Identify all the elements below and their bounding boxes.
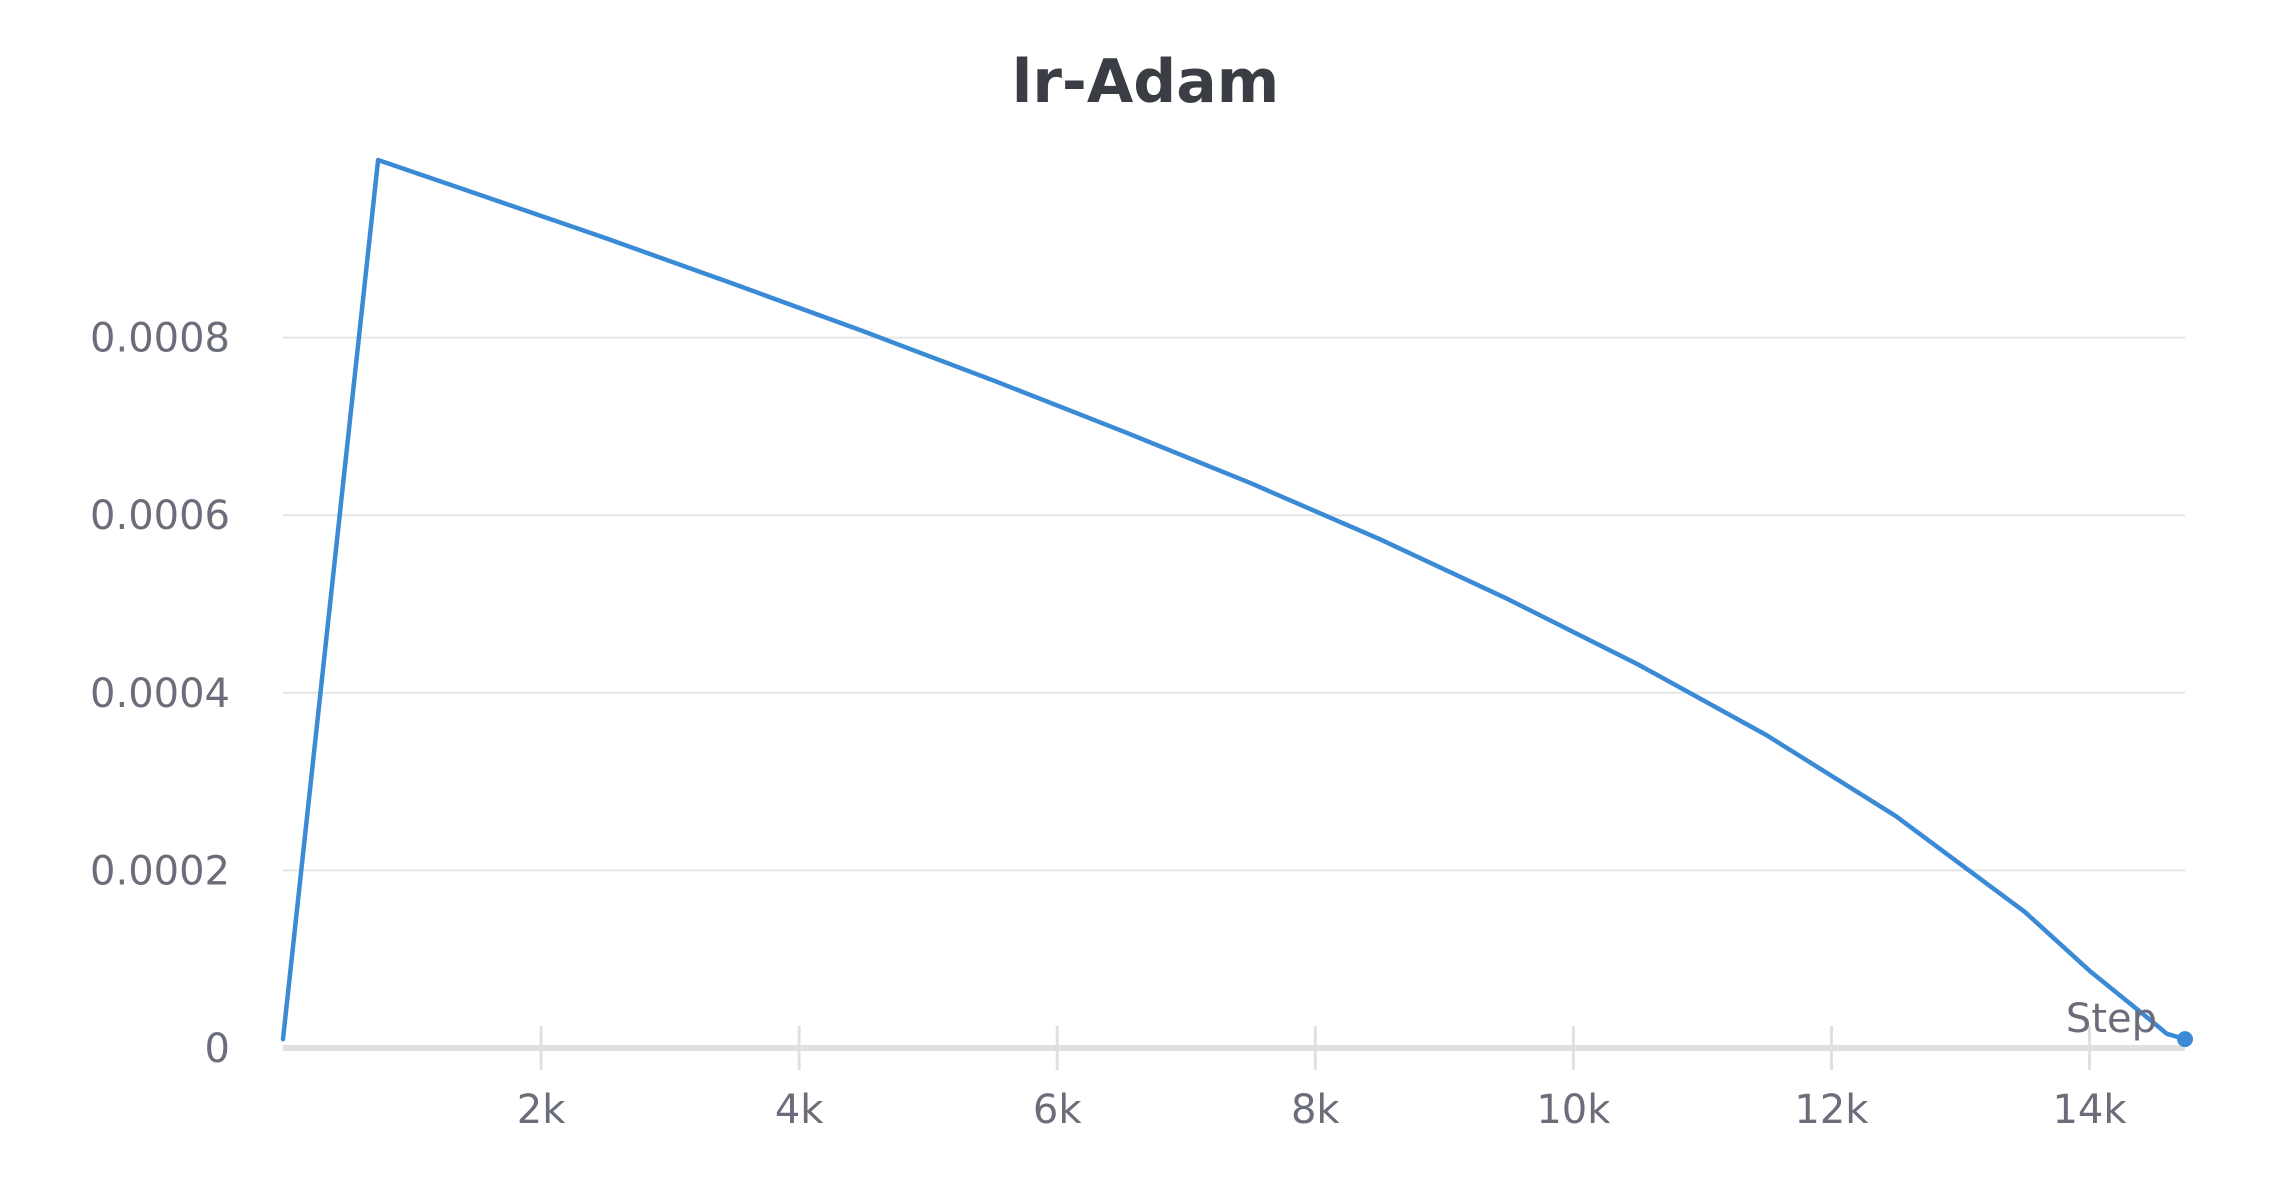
x-tick-label: 12k bbox=[1794, 1087, 1869, 1133]
y-tick-label: 0.0002 bbox=[90, 848, 230, 894]
series-layer bbox=[280, 157, 2193, 1048]
series-end-point bbox=[2177, 1031, 2193, 1048]
x-tick-label: 4k bbox=[775, 1087, 824, 1133]
tick-labels: 0 0.0002 0.0004 0.0006 0.0008 2k 4k 6k 8k 10k 12k 1… bbox=[90, 316, 2157, 1133]
y-tick-label: 0.0004 bbox=[90, 671, 230, 717]
grid-lines bbox=[283, 336, 2185, 872]
y-tick-label: 0 bbox=[205, 1026, 230, 1072]
x-axis-title: Step bbox=[2066, 996, 2157, 1042]
x-tick-label: 8k bbox=[1291, 1087, 1340, 1133]
y-tick-label: 0.0008 bbox=[90, 316, 230, 362]
x-tick-label: 10k bbox=[1536, 1087, 1611, 1133]
y-tick-label: 0.0006 bbox=[90, 493, 230, 539]
chart-title: lr-Adam bbox=[1011, 47, 1280, 117]
x-tick-label: 2k bbox=[517, 1087, 566, 1133]
x-tick-label: 6k bbox=[1033, 1087, 1082, 1133]
x-tick-label: 14k bbox=[2052, 1087, 2127, 1133]
x-axis bbox=[283, 1026, 2185, 1070]
series-line bbox=[280, 157, 2188, 1042]
